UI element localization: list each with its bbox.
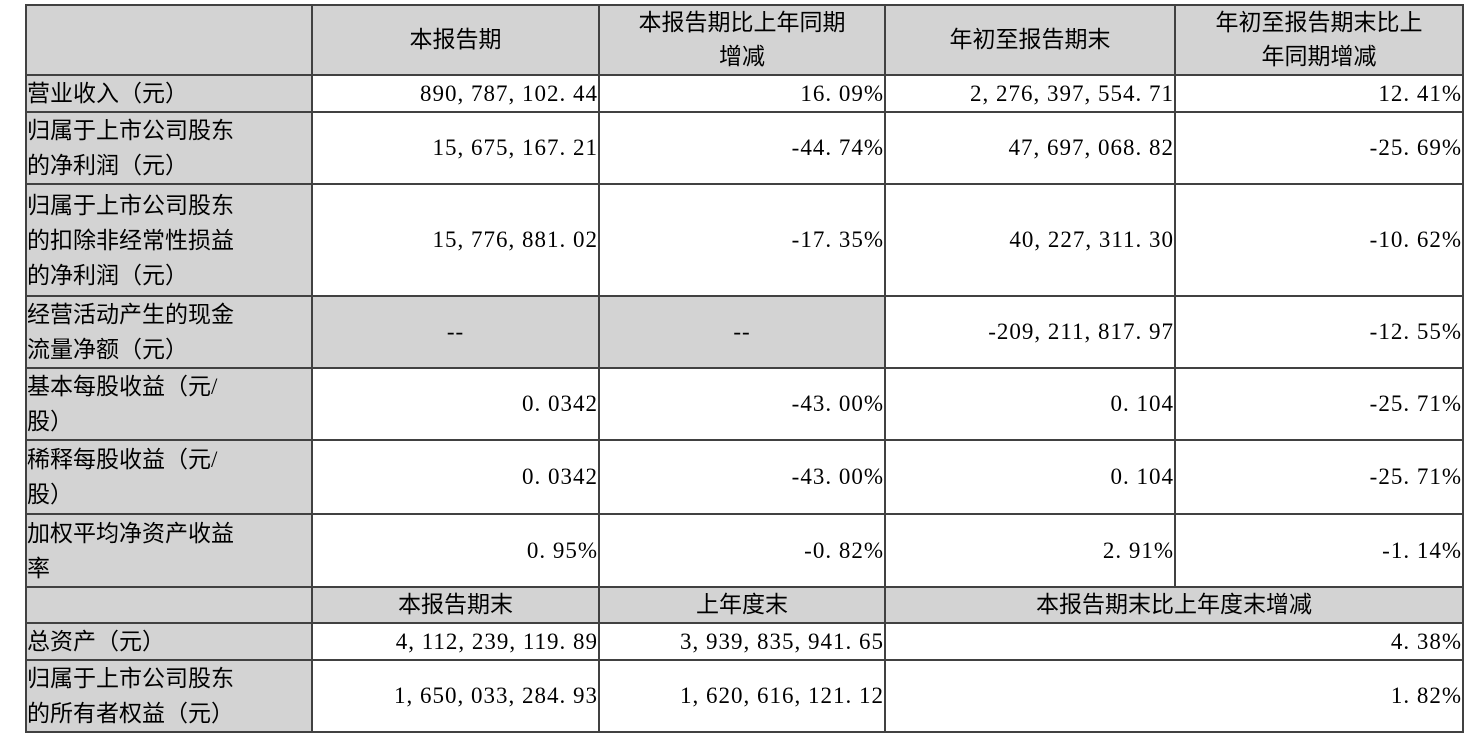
cell-value: 15, 675, 167. 21	[311, 111, 600, 185]
cell-value: 0. 104	[884, 367, 1176, 441]
cell-value: 0. 0342	[311, 439, 600, 515]
row-revenue: 营业收入（元） 890, 787, 102. 44 16. 09% 2, 276…	[25, 74, 1464, 113]
cell-value: -209, 211, 817. 97	[884, 295, 1176, 369]
cell-value: -0. 82%	[598, 513, 886, 588]
cell-value: 4, 112, 239, 119. 89	[311, 622, 600, 661]
cell-value: -1. 14%	[1174, 513, 1464, 588]
row-label: 稀释每股收益（元/ 股）	[25, 439, 313, 515]
header-empty-cell	[25, 586, 313, 624]
cell-value: 1. 82%	[884, 659, 1464, 733]
cell-value: 2. 91%	[884, 513, 1176, 588]
cell-value: 12. 41%	[1174, 74, 1464, 113]
row-diluted-eps: 稀释每股收益（元/ 股） 0. 0342 -43. 00% 0. 104 -25…	[25, 439, 1464, 515]
header-row-period-end: 本报告期末 上年度末 本报告期末比上年度末增减	[25, 586, 1464, 624]
row-label: 基本每股收益（元/ 股）	[25, 367, 313, 441]
cell-value: -43. 00%	[598, 367, 886, 441]
row-total-assets: 总资产（元） 4, 112, 239, 119. 89 3, 939, 835,…	[25, 622, 1464, 661]
cell-value: -25. 69%	[1174, 111, 1464, 185]
cell-value: -10. 62%	[1174, 183, 1464, 297]
cell-not-applicable: --	[311, 295, 600, 369]
header-current-period-yoy-change: 本报告期比上年同期 增减	[598, 4, 886, 76]
row-label: 归属于上市公司股东 的所有者权益（元）	[25, 659, 313, 733]
cell-value: -43. 00%	[598, 439, 886, 515]
row-label: 营业收入（元）	[25, 74, 313, 113]
cell-value: 0. 0342	[311, 367, 600, 441]
row-label: 加权平均净资产收益 率	[25, 513, 313, 588]
row-net-profit-excl-nonrecurring: 归属于上市公司股东 的扣除非经常性损益 的净利润（元） 15, 776, 881…	[25, 183, 1464, 297]
row-label: 归属于上市公司股东 的净利润（元）	[25, 111, 313, 185]
row-label: 总资产（元）	[25, 622, 313, 661]
cell-value: 2, 276, 397, 554. 71	[884, 74, 1176, 113]
cell-value: 1, 650, 033, 284. 93	[311, 659, 600, 733]
cell-value: 0. 95%	[311, 513, 600, 588]
cell-not-applicable: --	[598, 295, 886, 369]
cell-value: 0. 104	[884, 439, 1176, 515]
header-end-of-last-year: 上年度末	[598, 586, 886, 624]
cell-value: -12. 55%	[1174, 295, 1464, 369]
header-period-end-vs-last-year-change: 本报告期末比上年度末增减	[884, 586, 1464, 624]
cell-value: -25. 71%	[1174, 367, 1464, 441]
cell-value: 40, 227, 311. 30	[884, 183, 1176, 297]
cell-value: 4. 38%	[884, 622, 1464, 661]
header-row-period: 本报告期 本报告期比上年同期 增减 年初至报告期末 年初至报告期末比上 年同期增…	[25, 4, 1464, 76]
row-net-profit: 归属于上市公司股东 的净利润（元） 15, 675, 167. 21 -44. …	[25, 111, 1464, 185]
cell-value: 890, 787, 102. 44	[311, 74, 600, 113]
cell-value: 16. 09%	[598, 74, 886, 113]
header-end-of-period: 本报告期末	[311, 586, 600, 624]
header-empty-cell	[25, 4, 313, 76]
cell-value: 3, 939, 835, 941. 65	[598, 622, 886, 661]
row-basic-eps: 基本每股收益（元/ 股） 0. 0342 -43. 00% 0. 104 -25…	[25, 367, 1464, 441]
cell-value: -17. 35%	[598, 183, 886, 297]
header-ytd-yoy-change: 年初至报告期末比上 年同期增减	[1174, 4, 1464, 76]
row-weighted-roe: 加权平均净资产收益 率 0. 95% -0. 82% 2. 91% -1. 14…	[25, 513, 1464, 588]
cell-value: -44. 74%	[598, 111, 886, 185]
cell-value: -25. 71%	[1174, 439, 1464, 515]
row-operating-cash-flow: 经营活动产生的现金 流量净额（元） -- -- -209, 211, 817. …	[25, 295, 1464, 369]
cell-value: 1, 620, 616, 121. 12	[598, 659, 886, 733]
financial-summary-table: 本报告期 本报告期比上年同期 增减 年初至报告期末 年初至报告期末比上 年同期增…	[25, 4, 1464, 733]
header-current-period: 本报告期	[311, 4, 600, 76]
row-label: 归属于上市公司股东 的扣除非经常性损益 的净利润（元）	[25, 183, 313, 297]
row-equity: 归属于上市公司股东 的所有者权益（元） 1, 650, 033, 284. 93…	[25, 659, 1464, 733]
cell-value: 15, 776, 881. 02	[311, 183, 600, 297]
cell-value: 47, 697, 068. 82	[884, 111, 1176, 185]
header-ytd: 年初至报告期末	[884, 4, 1176, 76]
row-label: 经营活动产生的现金 流量净额（元）	[25, 295, 313, 369]
